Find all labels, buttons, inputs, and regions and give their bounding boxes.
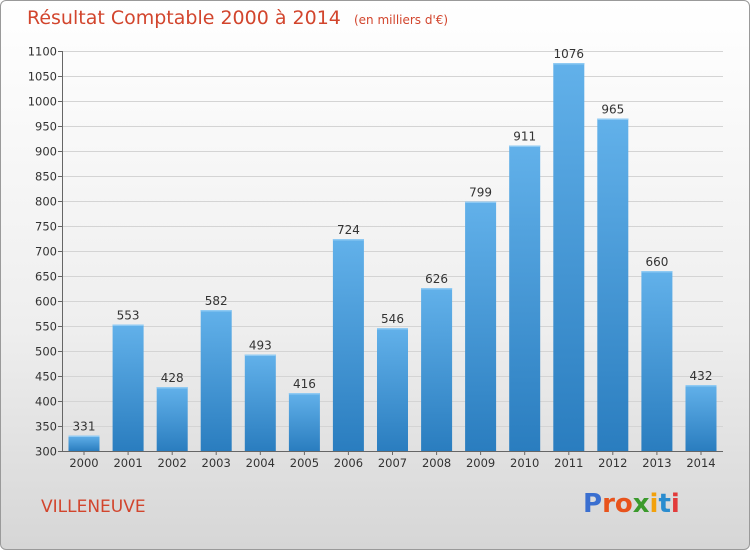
- data-label: 724: [337, 223, 360, 237]
- y-tick-label: 400: [35, 395, 57, 409]
- chart-subtitle: (en milliers d'€): [353, 13, 449, 27]
- bar-top-edge: [685, 385, 717, 387]
- x-tick-label: 2009: [466, 456, 495, 470]
- bar: [244, 354, 276, 451]
- data-label: 432: [690, 369, 713, 383]
- bar-top-edge: [421, 288, 453, 290]
- x-tick-label: 2010: [510, 456, 539, 470]
- bar-top-edge: [68, 435, 100, 437]
- x-tick-label: 2000: [69, 456, 98, 470]
- y-tick-label: 850: [35, 170, 57, 184]
- y-tick-label: 950: [35, 120, 57, 134]
- y-tick-label: 650: [35, 270, 57, 284]
- y-tick-label: 900: [35, 145, 57, 159]
- x-tick-label: 2014: [686, 456, 715, 470]
- logo-letter: r: [602, 489, 615, 519]
- logo-letter: i: [670, 489, 680, 519]
- x-tick-label: 2013: [642, 456, 671, 470]
- proxiti-logo: Proxiti: [583, 489, 680, 519]
- logo-letter: i: [649, 489, 659, 519]
- bar-top-edge: [465, 201, 497, 203]
- logo-letter: P: [583, 489, 603, 519]
- data-label: 799: [469, 186, 492, 200]
- bar-top-edge: [509, 145, 541, 147]
- y-tick-label: 1100: [28, 45, 57, 59]
- data-label: 911: [513, 130, 536, 144]
- data-label: 428: [161, 371, 184, 385]
- x-tick-label: 2006: [334, 456, 363, 470]
- logo-letter: t: [658, 489, 671, 519]
- bar: [509, 145, 541, 451]
- data-label: 626: [425, 272, 448, 286]
- y-tick-label: 300: [35, 445, 57, 459]
- y-tick-label: 600: [35, 295, 57, 309]
- bar-top-edge: [553, 63, 585, 65]
- logo-letter: o: [614, 489, 633, 519]
- bar-top-edge: [112, 324, 144, 326]
- bar-top-edge: [244, 354, 276, 356]
- data-label: 660: [645, 255, 668, 269]
- bar: [377, 328, 408, 451]
- bar: [68, 435, 100, 451]
- x-tick-label: 2002: [158, 456, 187, 470]
- bar: [156, 387, 188, 451]
- x-tick-label: 2001: [113, 456, 142, 470]
- x-tick-label: 2012: [598, 456, 627, 470]
- bar-top-edge: [288, 393, 320, 395]
- y-tick-label: 450: [35, 370, 57, 384]
- y-tick-label: 1000: [28, 95, 57, 109]
- city-name: VILLENEUVE: [41, 497, 146, 517]
- data-label: 553: [117, 309, 140, 323]
- bar-top-edge: [641, 271, 673, 273]
- bar: [465, 201, 497, 451]
- data-label: 493: [249, 339, 272, 353]
- data-label: 1076: [554, 47, 585, 61]
- chart-header: Résultat Comptable 2000 à 2014 (en milli…: [27, 7, 448, 29]
- data-label: 546: [381, 312, 404, 326]
- x-tick-label: 2007: [378, 456, 407, 470]
- x-tick-label: 2008: [422, 456, 451, 470]
- bar: [597, 118, 629, 451]
- bar: [288, 393, 320, 451]
- bar-top-edge: [200, 310, 232, 312]
- logo-letter: x: [632, 489, 650, 519]
- data-label: 582: [205, 294, 228, 308]
- bar: [421, 288, 453, 451]
- bar-top-edge: [156, 387, 188, 389]
- data-label: 965: [601, 103, 624, 117]
- x-tick-label: 2005: [290, 456, 319, 470]
- x-tick-label: 2004: [246, 456, 275, 470]
- bar: [332, 239, 364, 451]
- y-tick-label: 500: [35, 345, 57, 359]
- data-label: 416: [293, 377, 316, 391]
- bar: [641, 271, 673, 451]
- bar: [112, 324, 144, 451]
- data-label: 331: [73, 420, 96, 434]
- y-tick-label: 550: [35, 320, 57, 334]
- y-tick-label: 1050: [28, 70, 57, 84]
- bar: [200, 310, 232, 451]
- y-tick-label: 350: [35, 420, 57, 434]
- bar-top-edge: [597, 118, 629, 120]
- x-tick-label: 2011: [554, 456, 583, 470]
- bar: [553, 63, 585, 451]
- y-tick-label: 700: [35, 245, 57, 259]
- bar: [685, 385, 717, 451]
- y-tick-label: 750: [35, 220, 57, 234]
- chart-title: Résultat Comptable 2000 à 2014: [27, 7, 341, 29]
- x-tick-label: 2003: [202, 456, 231, 470]
- bar-top-edge: [377, 328, 408, 330]
- y-tick-label: 800: [35, 195, 57, 209]
- bar-top-edge: [332, 239, 364, 241]
